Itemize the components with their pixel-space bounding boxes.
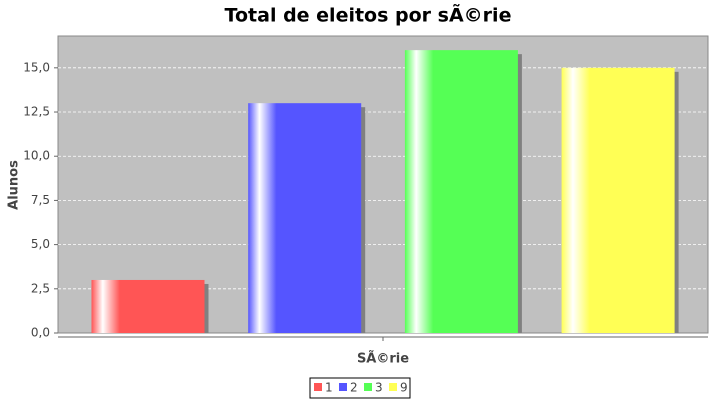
y-tick-label: 7,5 bbox=[31, 193, 50, 207]
bar bbox=[248, 103, 362, 333]
legend-label: 1 bbox=[325, 381, 333, 395]
legend-swatch bbox=[364, 383, 372, 391]
y-tick-label: 5,0 bbox=[31, 237, 50, 251]
bar bbox=[561, 67, 675, 334]
y-tick-label: 15,0 bbox=[23, 60, 50, 74]
legend-box bbox=[309, 377, 411, 399]
legend-swatch bbox=[339, 383, 347, 391]
legend-label: 3 bbox=[375, 381, 383, 395]
legend-label: 2 bbox=[350, 381, 358, 395]
x-axis-label: SÃ©rie bbox=[357, 351, 409, 367]
y-tick-label: 2,5 bbox=[31, 281, 50, 295]
y-tick-label: 12,5 bbox=[23, 105, 50, 119]
y-axis-label: Alunos bbox=[7, 160, 22, 210]
y-tick-label: 0,0 bbox=[31, 326, 50, 340]
bar bbox=[404, 50, 518, 334]
y-tick-label: 10,0 bbox=[23, 149, 50, 163]
chart-title: Total de eleitos por sÃ©rie bbox=[225, 3, 512, 27]
bar bbox=[91, 279, 205, 333]
legend-label: 9 bbox=[400, 381, 408, 395]
legend-swatch bbox=[389, 383, 397, 391]
legend-swatch bbox=[314, 383, 322, 391]
